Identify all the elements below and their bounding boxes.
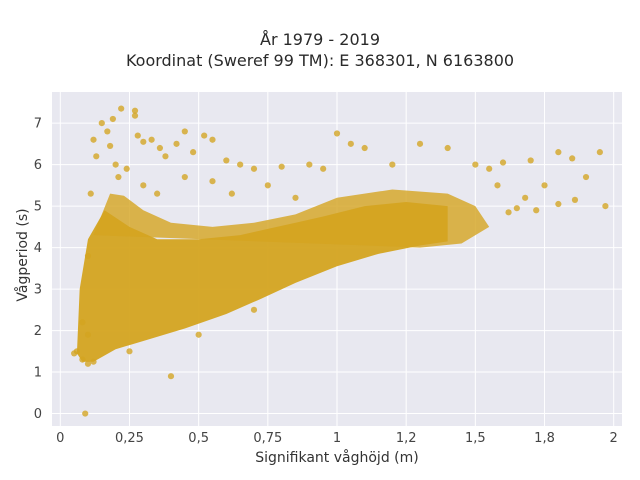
data-point: [134, 132, 141, 139]
point-cloud: [76, 189, 490, 362]
data-point: [123, 165, 130, 172]
data-point: [228, 190, 235, 197]
data-point: [140, 182, 147, 189]
data-point: [131, 107, 139, 114]
cloud-upper-band: [93, 189, 490, 248]
data-point: [522, 194, 529, 201]
data-point: [73, 348, 81, 355]
x-tick-label: 1,2: [396, 431, 417, 446]
x-tick-label: 1: [333, 431, 341, 446]
data-point: [533, 207, 540, 214]
data-point: [278, 163, 285, 170]
data-point: [209, 136, 216, 143]
data-point: [306, 161, 313, 168]
data-point: [250, 306, 258, 313]
x-axis-label: Signifikant våghöjd (m): [255, 449, 418, 466]
data-point: [104, 128, 111, 135]
data-point: [84, 360, 92, 367]
y-axis-ticks: 0 1 2 3 4 5 6 7: [34, 117, 42, 422]
data-point: [569, 155, 576, 162]
y-tick-label: 4: [34, 241, 42, 256]
chart-subtitle: Koordinat (Sweref 99 TM): E 368301, N 61…: [125, 51, 515, 70]
data-point: [173, 140, 180, 147]
data-point: [347, 140, 354, 147]
data-point: [602, 202, 609, 210]
data-point: [195, 331, 202, 338]
data-point: [98, 120, 105, 127]
data-point: [84, 252, 92, 259]
data-point: [486, 165, 493, 172]
data-point: [527, 157, 534, 164]
data-point: [541, 182, 548, 189]
data-point: [181, 128, 188, 135]
data-point: [320, 165, 327, 172]
y-tick-label: 3: [34, 283, 42, 298]
data-point: [596, 149, 603, 156]
data-point: [237, 161, 244, 168]
data-point: [190, 149, 197, 156]
data-point: [333, 130, 341, 137]
data-point: [505, 209, 512, 216]
y-tick-label: 5: [34, 200, 42, 215]
data-point: [84, 331, 92, 338]
data-point: [201, 132, 208, 139]
data-point: [118, 105, 125, 112]
data-point: [90, 358, 97, 365]
data-point: [555, 200, 562, 208]
data-point: [79, 319, 86, 326]
data-point: [361, 144, 368, 152]
data-point: [571, 196, 579, 203]
data-point: [250, 165, 258, 172]
x-tick-label: 1,5: [465, 431, 486, 446]
x-tick-label: 0: [56, 431, 64, 446]
data-point: [513, 205, 520, 212]
x-tick-label: 1,8: [534, 431, 555, 446]
x-tick-label: 0,5: [188, 431, 209, 446]
data-point: [555, 149, 562, 156]
data-point: [87, 190, 94, 197]
data-point: [162, 153, 169, 160]
data-point: [181, 173, 188, 181]
data-point: [154, 190, 161, 197]
data-point: [472, 161, 479, 168]
data-point: [444, 144, 451, 152]
x-tick-label: 0,75: [253, 431, 282, 446]
data-point: [90, 136, 97, 143]
data-point: [264, 182, 271, 189]
data-point: [131, 112, 139, 119]
data-point: [494, 182, 501, 189]
data-point: [79, 356, 86, 363]
data-point: [209, 178, 216, 185]
data-point: [140, 138, 147, 145]
data-point: [107, 142, 114, 150]
data-point: [167, 373, 175, 380]
data-point: [109, 115, 116, 123]
data-point: [93, 153, 100, 160]
x-axis-ticks: 0 0,25 0,5 0,75 1 1,2 1,5 1,8 2: [56, 431, 618, 446]
data-point: [112, 161, 119, 168]
y-tick-label: 7: [34, 117, 42, 132]
data-point: [499, 159, 507, 166]
data-point: [292, 194, 299, 201]
y-tick-label: 1: [34, 366, 42, 381]
x-tick-label: 2: [610, 431, 618, 446]
data-point: [115, 173, 122, 181]
data-point: [389, 161, 396, 168]
data-point: [156, 144, 164, 152]
data-point: [126, 348, 133, 355]
data-points: [71, 105, 609, 417]
data-point: [223, 157, 230, 164]
y-tick-label: 6: [34, 158, 42, 173]
y-axis-label: Vågperiod (s): [14, 208, 31, 301]
data-point: [416, 140, 424, 147]
data-point: [82, 410, 89, 417]
x-tick-label: 0,25: [115, 431, 144, 446]
data-point: [148, 136, 155, 143]
data-point: [582, 173, 590, 181]
y-tick-label: 0: [34, 407, 42, 422]
chart-title: År 1979 - 2019: [260, 30, 380, 49]
y-tick-label: 2: [34, 324, 42, 339]
